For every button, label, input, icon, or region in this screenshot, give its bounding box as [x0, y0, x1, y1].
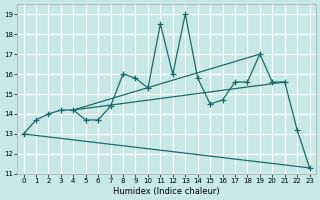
X-axis label: Humidex (Indice chaleur): Humidex (Indice chaleur) — [113, 187, 220, 196]
